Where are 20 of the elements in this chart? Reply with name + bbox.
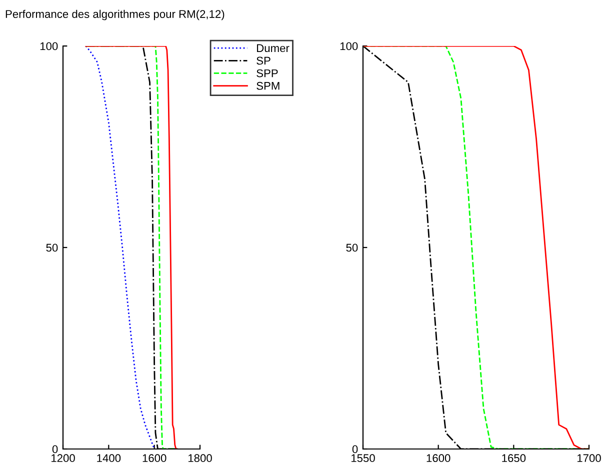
x-tick-label: 1600 [426, 454, 450, 462]
legend-label: SPP [256, 69, 278, 78]
x-tick-label: 1200 [51, 454, 75, 462]
x-tick-label: 1550 [351, 454, 375, 462]
x-tick-label: 1700 [577, 454, 601, 462]
legend-label: SPM [256, 82, 280, 90]
x-tick-label: 1650 [502, 454, 526, 462]
x-tick-label: 1800 [188, 454, 212, 462]
y-tick-label: 50 [346, 244, 358, 252]
legend-label: SP [256, 56, 270, 65]
chart-title: Performance des algorithmes pour RM(2,12) [6, 10, 224, 20]
y-tick-label: 100 [40, 42, 58, 50]
x-tick-label: 1400 [97, 454, 121, 462]
y-tick-label: 100 [340, 42, 358, 50]
y-tick-label: 0 [352, 445, 358, 454]
y-tick-label: 50 [46, 244, 58, 252]
y-tick-label: 0 [52, 445, 58, 454]
x-tick-label: 1600 [142, 454, 166, 462]
line-series [85, 46, 156, 449]
legend-label: Dumer [257, 44, 290, 52]
